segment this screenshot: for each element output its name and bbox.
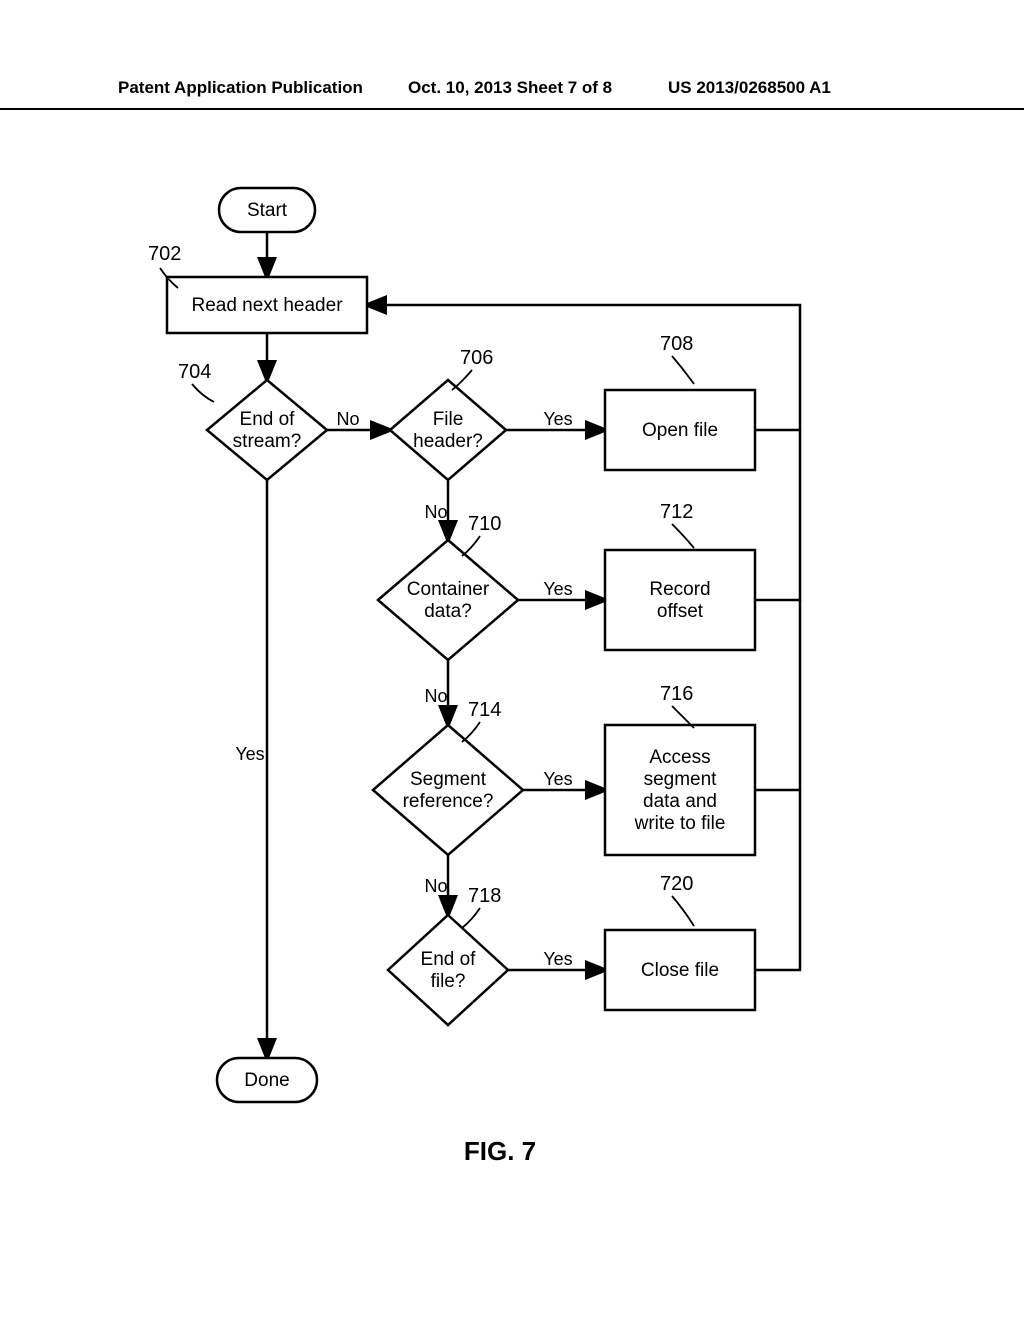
svg-text:Container: Container — [407, 579, 490, 600]
svg-text:Yes: Yes — [543, 949, 572, 969]
svg-text:716: 716 — [660, 683, 693, 705]
svg-text:stream?: stream? — [233, 431, 302, 452]
node-done: Done — [217, 1058, 317, 1102]
node-n710: Containerdata? — [378, 540, 518, 660]
svg-text:Yes: Yes — [543, 579, 572, 599]
svg-text:segment: segment — [644, 769, 718, 790]
svg-text:710: 710 — [468, 513, 501, 535]
header-left: Patent Application Publication — [118, 78, 363, 98]
svg-text:714: 714 — [468, 699, 501, 721]
node-n704: End ofstream? — [207, 380, 327, 480]
node-n708: Open file — [605, 390, 755, 470]
flowchart-svg: No Yes No Yes No Yes No Yes Yes Start Read next h… — [0, 120, 1024, 1220]
node-n718: End offile? — [388, 915, 508, 1025]
header-center: Oct. 10, 2013 Sheet 7 of 8 — [408, 78, 612, 98]
svg-text:706: 706 — [460, 347, 493, 369]
svg-text:Open file: Open file — [642, 420, 718, 441]
svg-text:End of: End of — [421, 949, 477, 970]
svg-text:Yes: Yes — [235, 744, 264, 764]
svg-text:write to file: write to file — [634, 813, 726, 834]
node-n706: Fileheader? — [390, 380, 506, 480]
svg-text:Done: Done — [244, 1070, 289, 1091]
svg-text:header?: header? — [413, 431, 483, 452]
svg-text:No: No — [424, 502, 447, 522]
svg-text:data?: data? — [424, 601, 472, 622]
svg-text:Read next header: Read next header — [191, 295, 343, 316]
node-start: Start — [219, 188, 315, 232]
svg-text:712: 712 — [660, 501, 693, 523]
figure-label: FIG. 7 — [464, 1136, 536, 1166]
svg-text:720: 720 — [660, 873, 693, 895]
svg-text:Start: Start — [247, 200, 288, 221]
svg-text:End of: End of — [240, 409, 296, 430]
node-n712: Recordoffset — [605, 550, 755, 650]
node-n714: Segmentreference? — [373, 725, 523, 855]
nodes: StartRead next headerEnd ofstream?Filehe… — [167, 188, 755, 1102]
svg-text:file?: file? — [431, 971, 466, 992]
node-n716: Accesssegmentdata andwrite to file — [605, 725, 755, 855]
svg-text:Record: Record — [649, 579, 710, 600]
svg-text:offset: offset — [657, 601, 704, 622]
svg-text:704: 704 — [178, 361, 211, 383]
svg-text:Close file: Close file — [641, 960, 719, 981]
svg-text:data and: data and — [643, 791, 717, 812]
node-n702: Read next header — [167, 277, 367, 333]
svg-text:reference?: reference? — [403, 791, 494, 812]
node-n720: Close file — [605, 930, 755, 1010]
svg-text:Yes: Yes — [543, 769, 572, 789]
svg-text:702: 702 — [148, 243, 181, 265]
svg-text:Segment: Segment — [410, 769, 487, 790]
svg-text:Access: Access — [649, 747, 710, 768]
svg-text:No: No — [424, 876, 447, 896]
svg-text:718: 718 — [468, 885, 501, 907]
svg-text:Yes: Yes — [543, 409, 572, 429]
page: Patent Application Publication Oct. 10, … — [0, 0, 1024, 1320]
svg-text:708: 708 — [660, 333, 693, 355]
svg-text:No: No — [336, 409, 359, 429]
svg-text:No: No — [424, 686, 447, 706]
svg-text:File: File — [433, 409, 464, 430]
header-right: US 2013/0268500 A1 — [668, 78, 831, 98]
page-header: Patent Application Publication Oct. 10, … — [0, 78, 1024, 110]
